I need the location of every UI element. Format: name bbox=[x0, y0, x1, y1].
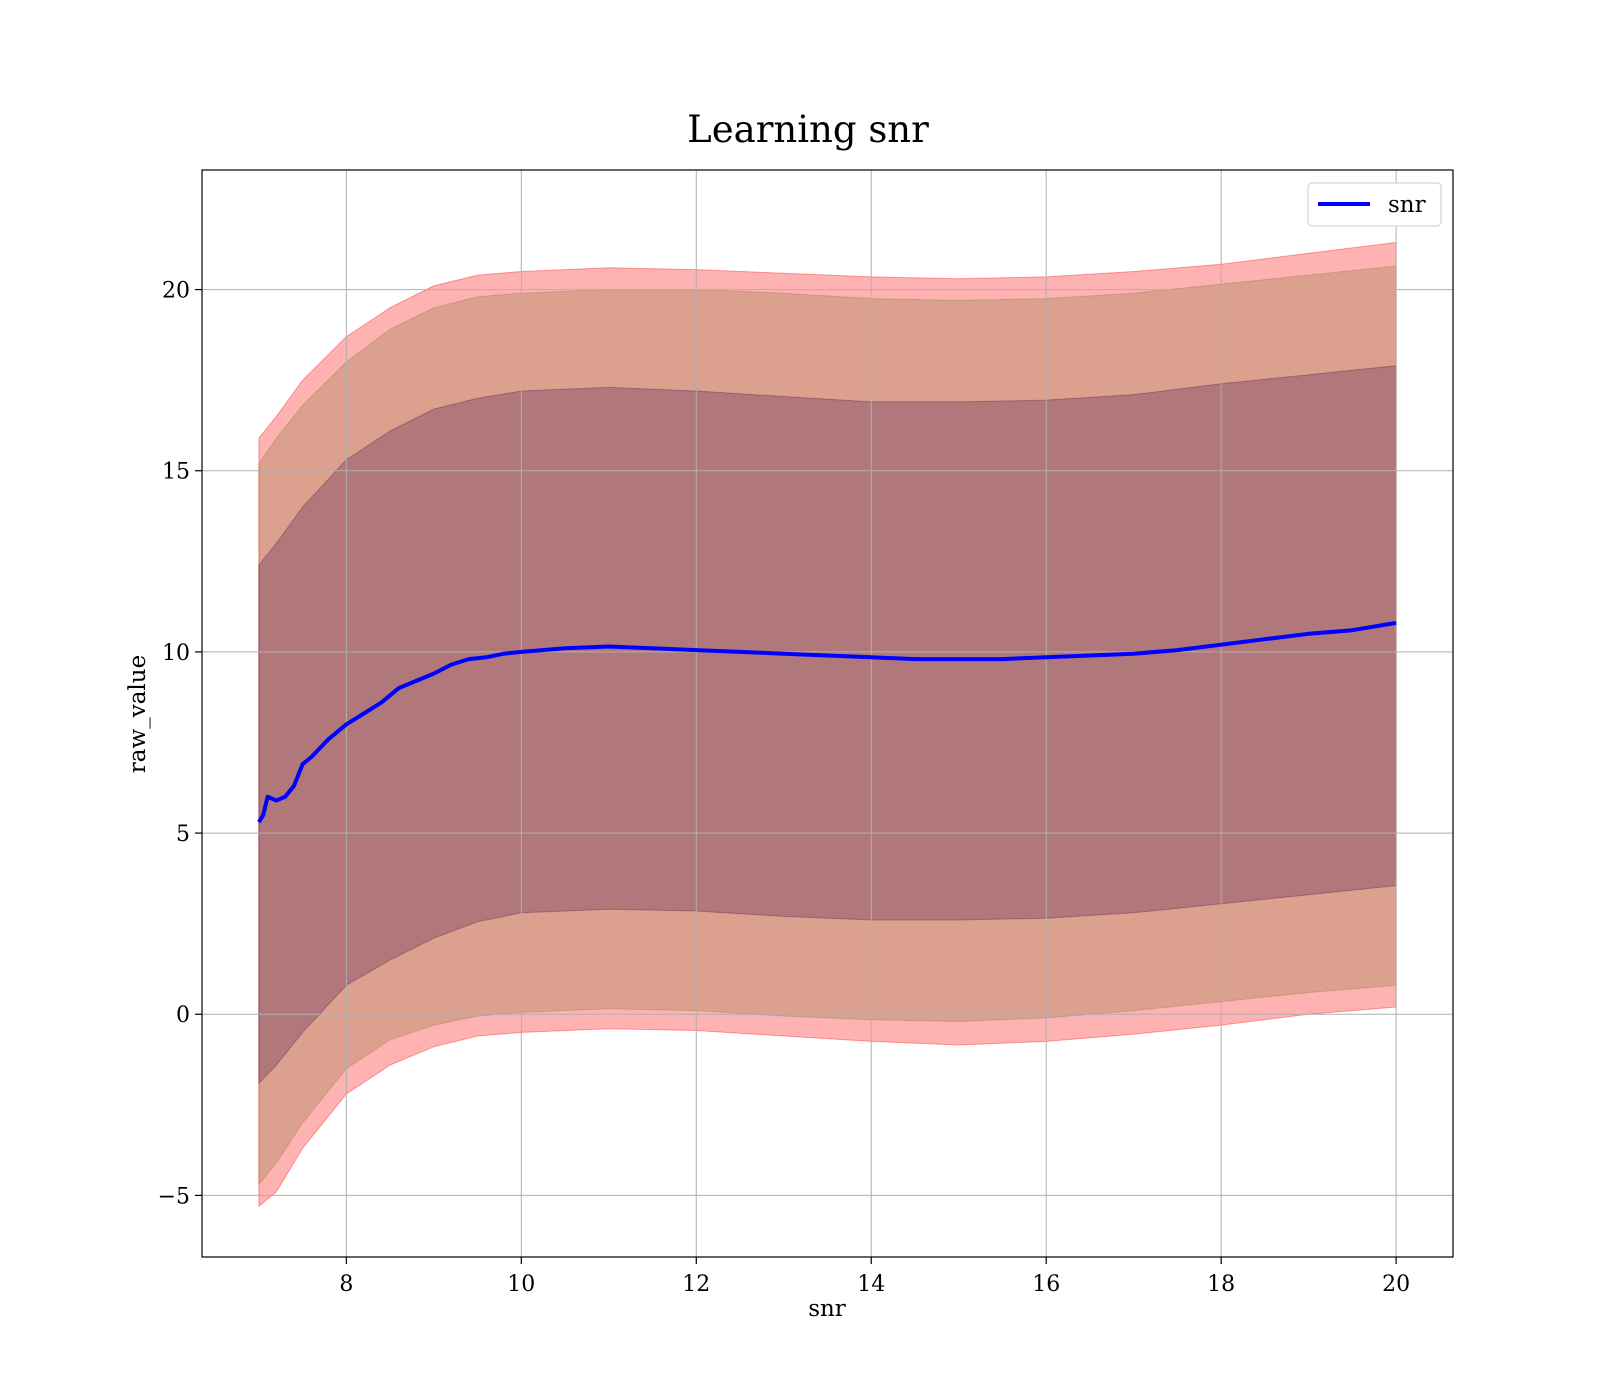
legend-box bbox=[1307, 182, 1442, 227]
legend-label-snr: snr bbox=[1388, 192, 1426, 218]
y-axis-label: raw_value bbox=[125, 655, 151, 773]
x-tick-label: 20 bbox=[1382, 1272, 1410, 1297]
chart-title: Learning snr bbox=[687, 108, 929, 151]
confidence-bands bbox=[258, 241, 1397, 1208]
grid-lines bbox=[202, 170, 1453, 1257]
x-tick-label: 14 bbox=[857, 1272, 885, 1297]
y-tick-label: 0 bbox=[176, 1003, 190, 1028]
legend: snr bbox=[1307, 182, 1442, 227]
x-tick-label: 18 bbox=[1207, 1272, 1235, 1297]
y-tick-label: 20 bbox=[162, 279, 190, 304]
axis-ticks: 8 10 12 14 16 18 20 −5 0 5 10 15 20 bbox=[158, 279, 1411, 1297]
plot-frame bbox=[201, 169, 1454, 1258]
y-tick-label: −5 bbox=[158, 1184, 190, 1209]
y-tick-label: 5 bbox=[176, 822, 190, 847]
y-tick-label: 10 bbox=[162, 641, 190, 666]
series-lines bbox=[257, 620, 1397, 824]
x-tick-label: 8 bbox=[339, 1272, 353, 1297]
x-tick-label: 10 bbox=[507, 1272, 535, 1297]
y-tick-label: 15 bbox=[162, 460, 190, 485]
x-tick-label: 16 bbox=[1032, 1272, 1060, 1297]
x-tick-label: 12 bbox=[682, 1272, 710, 1297]
series-line-snr bbox=[257, 620, 1397, 824]
x-axis-label: snr bbox=[808, 1296, 846, 1322]
